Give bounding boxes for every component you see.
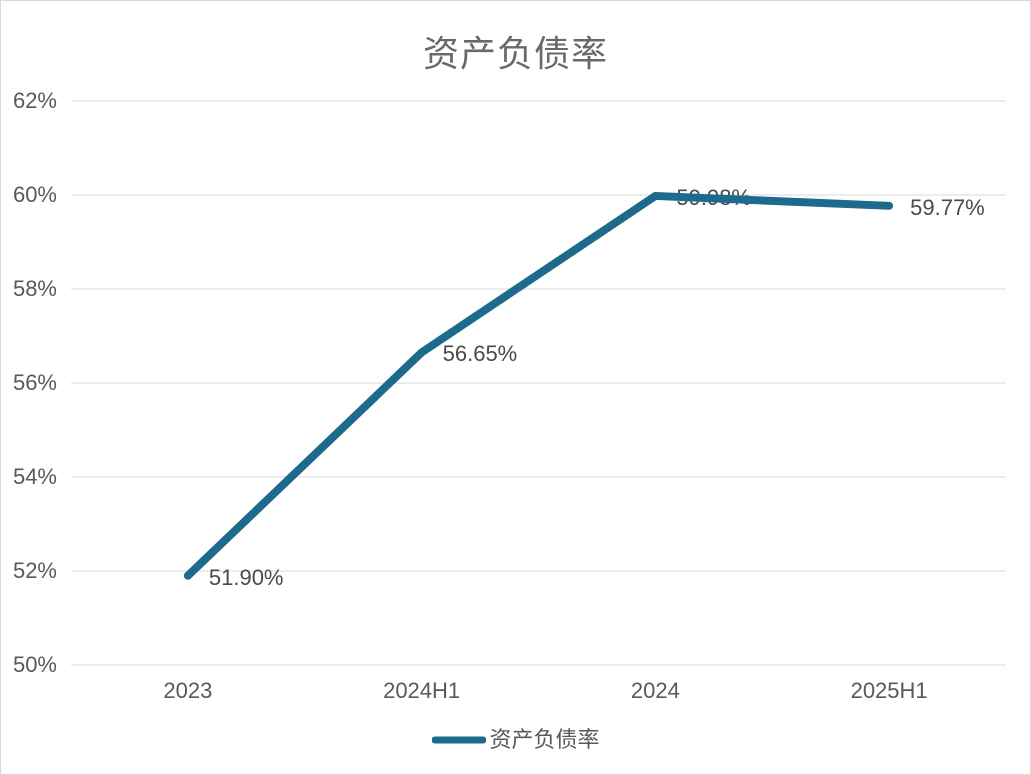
legend: 资产负债率 <box>431 727 600 752</box>
data-point-label: 51.90% <box>208 564 284 590</box>
y-axis-tick-label: 62% <box>12 88 57 113</box>
y-axis-tick-label: 50% <box>12 652 57 677</box>
x-axis-tick-label: 2024H1 <box>383 678 461 703</box>
chart-title: 资产负债率 <box>422 33 608 74</box>
x-axis-tick-label: 2024 <box>630 678 680 703</box>
legend-line-marker <box>431 736 486 744</box>
legend-label: 资产负债率 <box>489 727 600 752</box>
y-axis-tick-label: 58% <box>12 276 57 301</box>
y-axis-tick-label: 56% <box>12 370 57 395</box>
data-point-label: 59.77% <box>910 194 985 220</box>
y-axis-tick-label: 54% <box>12 464 57 489</box>
data-point-label: 56.65% <box>442 341 518 367</box>
y-axis-tick-label: 60% <box>12 182 57 207</box>
x-axis-tick-label: 2025H1 <box>850 678 928 703</box>
series-polyline <box>183 191 894 580</box>
y-axis-tick-label: 52% <box>12 558 57 583</box>
x-axis-tick-label: 2023 <box>163 678 213 703</box>
data-point-label: 59.98% <box>676 184 751 210</box>
